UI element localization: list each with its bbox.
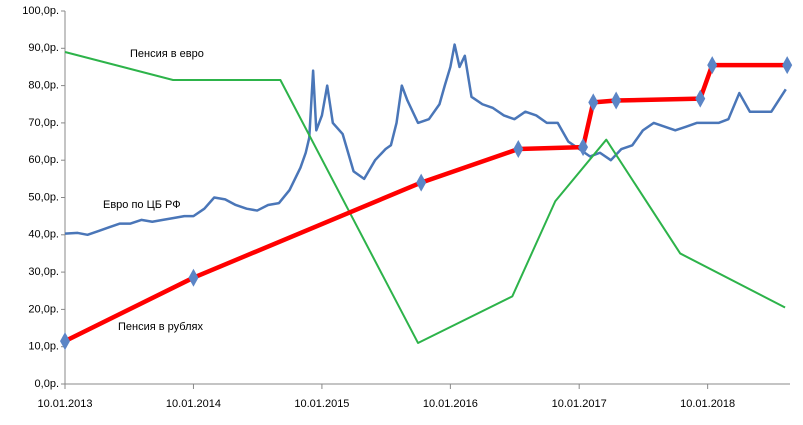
marker	[611, 91, 622, 110]
x-tick-label: 10.01.2013	[37, 398, 92, 410]
y-tick-label: 90,0р.	[28, 42, 59, 54]
y-tick-label: 40,0р.	[28, 229, 59, 241]
y-tick-label: 50,0р.	[28, 191, 59, 203]
marker	[513, 140, 524, 159]
series-label: Пенсия в рублях	[118, 321, 203, 333]
x-tick-label: 10.01.2018	[680, 398, 735, 410]
x-tick-label: 10.01.2017	[552, 398, 607, 410]
y-tick-label: 10,0р.	[28, 341, 59, 353]
y-tick-label: 100,0р.	[22, 5, 59, 17]
marker	[578, 138, 589, 157]
series-label: Евро по ЦБ РФ	[103, 199, 181, 211]
y-tick-label: 0,0р.	[35, 378, 59, 390]
marker	[782, 56, 793, 75]
line-1	[64, 51, 786, 344]
x-tick-label: 10.01.2014	[166, 398, 221, 410]
marker	[188, 268, 199, 287]
marker	[695, 89, 706, 108]
marker	[588, 93, 599, 112]
y-tick-label: 70,0р.	[28, 117, 59, 129]
series-label: Пенсия в евро	[130, 48, 204, 60]
x-tick-label: 10.01.2016	[423, 398, 478, 410]
y-tick-label: 80,0р.	[28, 80, 59, 92]
y-tick-label: 20,0р.	[28, 303, 59, 315]
line-2	[64, 62, 788, 344]
line-0	[64, 43, 787, 237]
marker	[60, 332, 70, 351]
marker	[707, 56, 718, 75]
x-tick-label: 10.01.2015	[294, 398, 349, 410]
marker	[416, 173, 427, 192]
y-tick-label: 60,0р.	[28, 154, 59, 166]
y-tick-label: 30,0р.	[28, 266, 59, 278]
